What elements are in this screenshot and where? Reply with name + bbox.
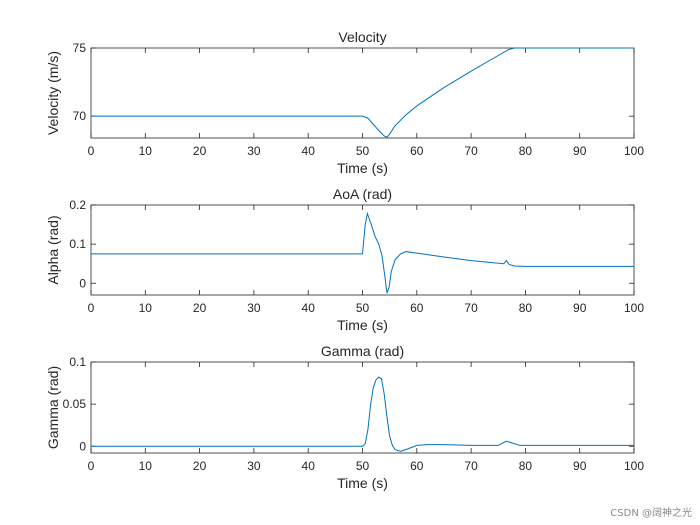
aoa-ytick-label: 0.1: [69, 237, 86, 251]
gamma-title: Gamma (rad): [321, 343, 404, 359]
velocity-xtick-label: 20: [193, 144, 207, 158]
gamma-subplot: 0 10 20 30 40 50 60 70 80 90 100 0 0.05 0.1 Gamma (rad…: [45, 343, 644, 491]
velocity-xtick-label: 40: [302, 144, 316, 158]
velocity-ylabel: Velocity (m/s): [45, 51, 61, 135]
gamma-xtick-label: 70: [464, 459, 478, 473]
velocity-series-line: [91, 47, 634, 138]
velocity-xtick-label: 70: [464, 144, 478, 158]
velocity-xtick-label: 30: [247, 144, 261, 158]
gamma-xtick-label: 20: [193, 459, 207, 473]
velocity-title: Velocity: [338, 29, 386, 45]
aoa-xtick-label: 80: [519, 301, 533, 315]
gamma-xtick-label: 80: [519, 459, 533, 473]
gamma-xtick-label: 30: [247, 459, 261, 473]
aoa-xtick-label: 50: [356, 301, 370, 315]
aoa-xtick-label: 30: [247, 301, 261, 315]
gamma-xtick-label: 0: [88, 459, 95, 473]
watermark-text: CSDN @阔神之光: [610, 506, 692, 519]
gamma-xtick-label: 90: [573, 459, 587, 473]
gamma-series-line: [91, 376, 634, 452]
gamma-ylabel: Gamma (rad): [45, 366, 61, 449]
aoa-xtick-label: 70: [464, 301, 478, 315]
velocity-xtick-label: 90: [573, 144, 587, 158]
velocity-xlabel: Time (s): [337, 160, 388, 176]
gamma-ytick-label: 0.1: [69, 355, 86, 369]
aoa-ylabel: Alpha (rad): [45, 215, 61, 284]
velocity-subplot: 0 10 20 30 40 50 60 70 80 90 100 70 75 Velocity Time (…: [45, 29, 644, 176]
gamma-xtick-label: 60: [410, 459, 424, 473]
aoa-xtick-label: 10: [139, 301, 153, 315]
velocity-xtick-label: 60: [410, 144, 424, 158]
gamma-xtick-label: 40: [302, 459, 316, 473]
aoa-xtick-label: 60: [410, 301, 424, 315]
gamma-xlabel: Time (s): [337, 475, 388, 491]
gamma-xtick-label: 50: [356, 459, 370, 473]
velocity-ytick-label: 75: [73, 41, 87, 55]
velocity-xtick-label: 50: [356, 144, 370, 158]
velocity-xtick-label: 10: [139, 144, 153, 158]
aoa-xtick-label: 40: [302, 301, 316, 315]
aoa-ytick-label: 0.2: [69, 198, 86, 212]
velocity-ytick-label: 70: [73, 109, 87, 123]
gamma-ytick-label: 0.05: [63, 397, 87, 411]
gamma-ytick-label: 0: [79, 439, 86, 453]
aoa-xtick-label: 20: [193, 301, 207, 315]
aoa-subplot: 0 10 20 30 40 50 60 70 80 90 100 0 0.1 0.2 AoA (rad) Ti…: [45, 186, 644, 333]
aoa-xtick-label: 0: [88, 301, 95, 315]
velocity-xtick-label: 0: [88, 144, 95, 158]
gamma-xtick-label: 100: [624, 459, 644, 473]
aoa-title: AoA (rad): [333, 186, 392, 202]
velocity-axes-box: [90, 47, 635, 139]
aoa-xlabel: Time (s): [337, 317, 388, 333]
gamma-axes-box: [90, 361, 635, 454]
velocity-xtick-label: 80: [519, 144, 533, 158]
aoa-xtick-label: 100: [624, 301, 644, 315]
aoa-ytick-label: 0: [79, 276, 86, 290]
aoa-xtick-label: 90: [573, 301, 587, 315]
aoa-series-line: [91, 211, 634, 294]
velocity-xtick-label: 100: [624, 144, 644, 158]
gamma-xtick-label: 10: [139, 459, 153, 473]
